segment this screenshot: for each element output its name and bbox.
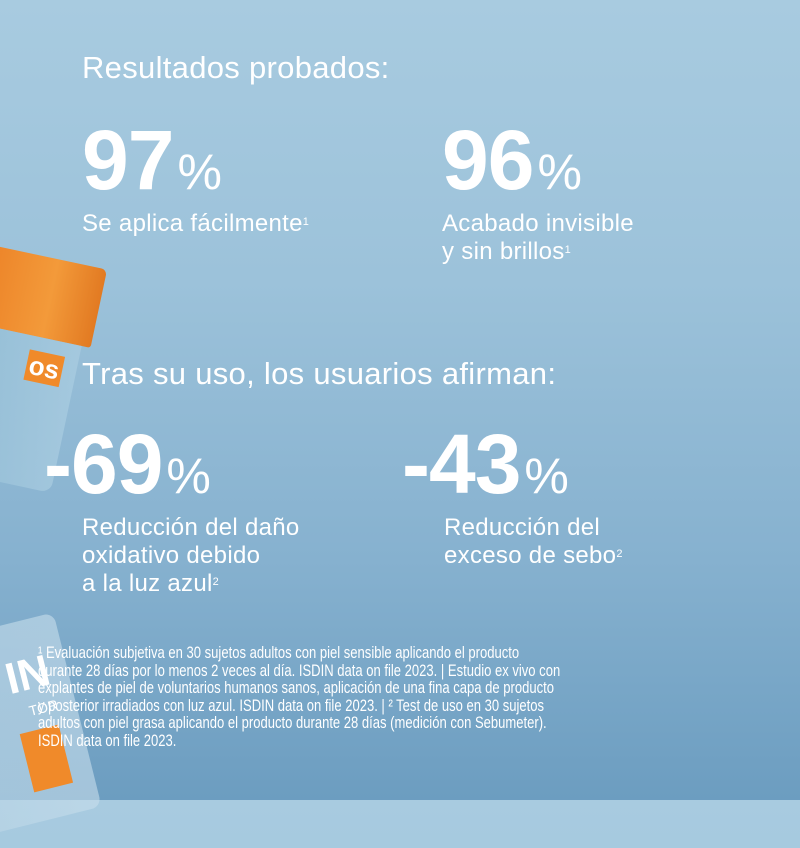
stat-label: Acabado invisible y sin brillos1 <box>442 210 634 265</box>
stat-value: 97% <box>82 113 222 207</box>
stat-value: -43% <box>402 417 569 511</box>
stat-label: Reducción del daño oxidativo debido a la l… <box>82 514 300 597</box>
stat-value: -69% <box>44 417 211 511</box>
jar-cap <box>0 235 108 348</box>
stat-invisible-finish: 96% Acabado invisible y sin brillos1 <box>442 118 634 266</box>
stat-value: 96% <box>442 113 582 207</box>
jar-logo: os <box>23 349 66 388</box>
stat-sebum-reduction: -43% Reducción del exceso de sebo2 <box>402 422 623 570</box>
heading-users-claim: Tras su uso, los usuarios afirman: <box>82 356 557 391</box>
footnote: ¹ Evaluación subjetiva en 30 sujetos adu… <box>38 644 561 750</box>
heading-results: Resultados probados: <box>82 50 390 85</box>
stat-applies-easily: 97% Se aplica fácilmente1 <box>82 118 309 238</box>
stat-label: Se aplica fácilmente1 <box>82 210 310 237</box>
stat-label: Reducción del exceso de sebo2 <box>444 514 623 569</box>
stat-oxidative-damage: -69% Reducción del daño oxidativo debido a… <box>44 422 300 598</box>
